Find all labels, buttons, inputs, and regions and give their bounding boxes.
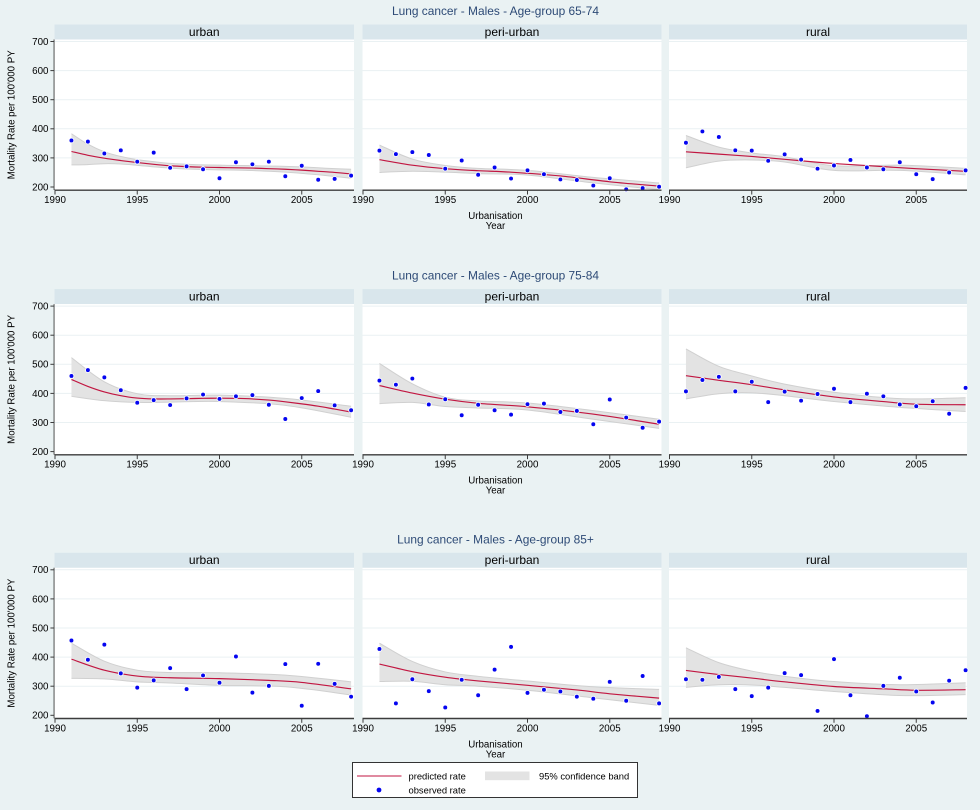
svg-text:Urbanisation: Urbanisation: [468, 211, 522, 222]
svg-text:2005: 2005: [599, 723, 621, 734]
svg-text:urban: urban: [189, 289, 220, 303]
svg-text:600: 600: [32, 66, 49, 77]
svg-text:500: 500: [32, 623, 49, 634]
svg-text:2005: 2005: [599, 195, 621, 206]
svg-text:700: 700: [32, 302, 49, 313]
svg-text:observed rate: observed rate: [409, 785, 466, 796]
svg-text:1990: 1990: [44, 723, 66, 734]
svg-text:Lung cancer - Males - Age-grou: Lung cancer - Males - Age-group 65-74: [392, 4, 599, 18]
svg-text:700: 700: [32, 565, 49, 576]
svg-text:peri-urban: peri-urban: [485, 25, 540, 39]
svg-text:400: 400: [32, 124, 49, 135]
svg-text:2005: 2005: [905, 723, 927, 734]
svg-text:2005: 2005: [905, 195, 927, 206]
svg-text:2000: 2000: [823, 723, 845, 734]
svg-text:urban: urban: [189, 25, 220, 39]
svg-text:2005: 2005: [905, 460, 927, 471]
svg-text:Urbanisation: Urbanisation: [468, 476, 522, 487]
svg-text:200: 200: [32, 447, 49, 458]
svg-text:500: 500: [32, 360, 49, 371]
svg-text:2005: 2005: [599, 460, 621, 471]
svg-text:2000: 2000: [209, 195, 231, 206]
svg-text:Year: Year: [486, 221, 506, 232]
svg-text:2000: 2000: [209, 723, 231, 734]
svg-text:300: 300: [32, 153, 49, 164]
svg-text:urban: urban: [189, 553, 220, 567]
svg-text:rural: rural: [806, 25, 830, 39]
svg-text:2000: 2000: [823, 460, 845, 471]
svg-text:1995: 1995: [434, 460, 456, 471]
svg-text:400: 400: [32, 653, 49, 664]
svg-text:1995: 1995: [434, 195, 456, 206]
svg-text:1995: 1995: [741, 460, 763, 471]
svg-text:peri-urban: peri-urban: [485, 553, 540, 567]
svg-text:Lung cancer - Males - Age-grou: Lung cancer - Males - Age-group 85+: [397, 532, 594, 546]
svg-text:2005: 2005: [291, 195, 313, 206]
svg-text:1995: 1995: [741, 723, 763, 734]
svg-text:2000: 2000: [823, 195, 845, 206]
svg-text:1995: 1995: [741, 195, 763, 206]
svg-text:1995: 1995: [434, 723, 456, 734]
svg-text:300: 300: [32, 418, 49, 429]
svg-text:600: 600: [32, 594, 49, 605]
svg-text:1995: 1995: [126, 460, 148, 471]
svg-text:Year: Year: [486, 486, 506, 497]
svg-text:300: 300: [32, 682, 49, 693]
svg-text:Mortality Rate per 100'000 PY: Mortality Rate per 100'000 PY: [7, 578, 18, 707]
svg-text:1990: 1990: [44, 460, 66, 471]
svg-text:Mortality Rate per 100'000 PY: Mortality Rate per 100'000 PY: [7, 314, 18, 443]
svg-text:predicted rate: predicted rate: [409, 771, 466, 782]
svg-text:1990: 1990: [352, 195, 374, 206]
svg-text:2005: 2005: [291, 460, 313, 471]
svg-text:95% confidence band: 95% confidence band: [539, 771, 629, 782]
svg-text:rural: rural: [806, 289, 830, 303]
svg-text:2005: 2005: [291, 723, 313, 734]
svg-text:600: 600: [32, 331, 49, 342]
svg-text:1995: 1995: [126, 723, 148, 734]
svg-text:2000: 2000: [517, 460, 539, 471]
svg-text:2000: 2000: [517, 723, 539, 734]
svg-text:200: 200: [32, 711, 49, 722]
svg-text:Year: Year: [486, 749, 506, 760]
svg-text:rural: rural: [806, 553, 830, 567]
svg-text:Urbanisation: Urbanisation: [468, 739, 522, 750]
svg-text:2000: 2000: [517, 195, 539, 206]
svg-text:1995: 1995: [126, 195, 148, 206]
svg-text:Lung cancer - Males - Age-grou: Lung cancer - Males - Age-group 75-84: [392, 269, 599, 283]
svg-text:peri-urban: peri-urban: [485, 289, 540, 303]
svg-text:1990: 1990: [352, 723, 374, 734]
svg-text:1990: 1990: [352, 460, 374, 471]
svg-text:700: 700: [32, 37, 49, 48]
svg-text:1990: 1990: [659, 723, 681, 734]
svg-text:Mortality Rate per 100'000 PY: Mortality Rate per 100'000 PY: [7, 50, 18, 179]
svg-text:500: 500: [32, 95, 49, 106]
svg-text:1990: 1990: [659, 460, 681, 471]
svg-text:1990: 1990: [659, 195, 681, 206]
svg-text:200: 200: [32, 182, 49, 193]
svg-text:400: 400: [32, 389, 49, 400]
svg-text:2000: 2000: [209, 460, 231, 471]
svg-text:1990: 1990: [44, 195, 66, 206]
